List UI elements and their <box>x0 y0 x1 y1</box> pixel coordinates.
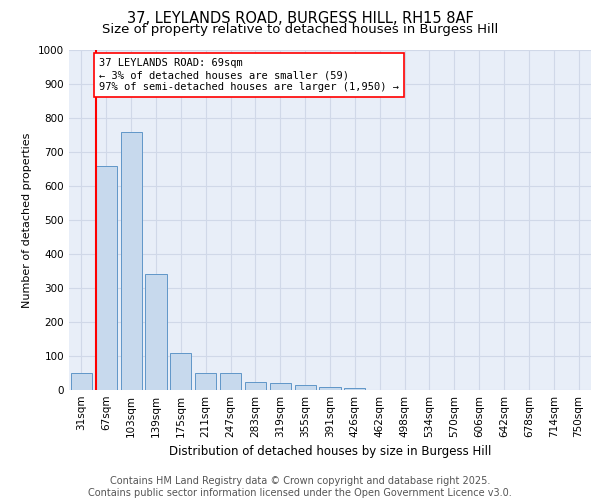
Bar <box>270 383 291 390</box>
Text: 37, LEYLANDS ROAD, BURGESS HILL, RH15 8AF: 37, LEYLANDS ROAD, BURGESS HILL, RH15 8A… <box>127 11 473 26</box>
Bar <box>220 373 241 390</box>
Bar <box>344 388 365 390</box>
Bar <box>195 373 216 390</box>
Bar <box>245 382 266 390</box>
Text: Size of property relative to detached houses in Burgess Hill: Size of property relative to detached ho… <box>102 22 498 36</box>
Bar <box>145 274 167 390</box>
Bar <box>71 373 92 390</box>
Bar <box>121 132 142 390</box>
Y-axis label: Number of detached properties: Number of detached properties <box>22 132 32 308</box>
Text: Contains HM Land Registry data © Crown copyright and database right 2025.
Contai: Contains HM Land Registry data © Crown c… <box>88 476 512 498</box>
Bar <box>295 385 316 390</box>
Bar <box>170 352 191 390</box>
Bar <box>319 386 341 390</box>
Bar <box>96 166 117 390</box>
Text: 37 LEYLANDS ROAD: 69sqm
← 3% of detached houses are smaller (59)
97% of semi-det: 37 LEYLANDS ROAD: 69sqm ← 3% of detached… <box>99 58 399 92</box>
X-axis label: Distribution of detached houses by size in Burgess Hill: Distribution of detached houses by size … <box>169 446 491 458</box>
